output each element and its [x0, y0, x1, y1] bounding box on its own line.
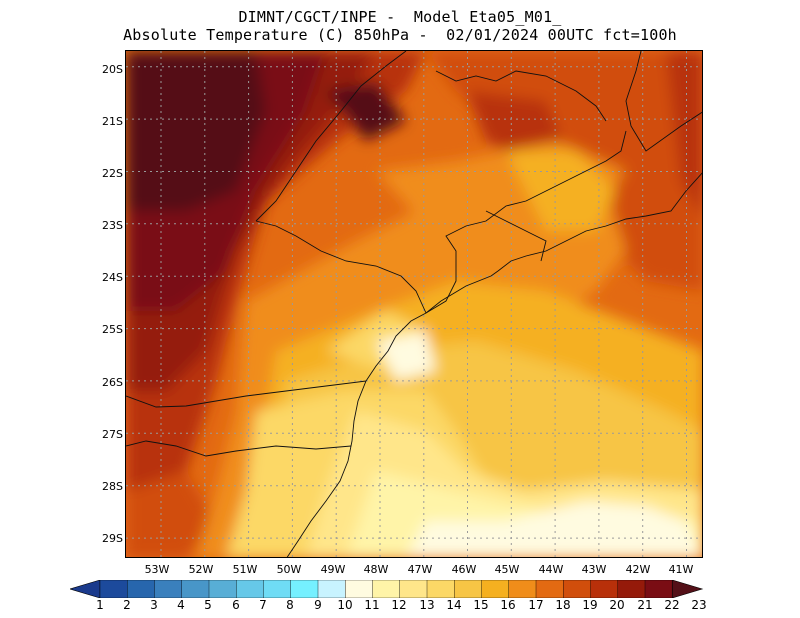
lon-label-52w: 52W: [188, 563, 214, 576]
colorbar-swatch-4: [181, 580, 210, 598]
colorbar-arrow-low: [70, 580, 101, 598]
border-mg-es: [625, 51, 702, 152]
colorbar-label-23: 23: [691, 598, 707, 612]
colorbar-label-16: 16: [500, 598, 516, 612]
temp-zone-19-southwest: [126, 471, 216, 557]
graticule: [126, 51, 702, 557]
lat-label-22s: 22S: [102, 167, 123, 180]
temp-zone-19-north: [426, 51, 596, 141]
colorbar-label-19: 19: [582, 598, 598, 612]
colorbar-swatch-18: [563, 580, 591, 598]
temp-zone-20-east: [666, 51, 702, 218]
colorbar-swatch-15: [481, 580, 510, 598]
colorbar-swatch-14: [454, 580, 482, 598]
colorbar-swatch-17: [535, 580, 564, 598]
river-grande: [435, 70, 607, 122]
lon-label-51w: 51W: [232, 563, 258, 576]
colorbar-swatch-9: [317, 580, 346, 598]
lon-label-41w: 41W: [668, 563, 694, 576]
lon-label-45w: 45W: [494, 563, 520, 576]
colorbar-label-20: 20: [609, 598, 625, 612]
lat-label-21s: 21S: [102, 115, 123, 128]
colorbar-swatch-11: [372, 580, 401, 598]
lat-label-24s: 24S: [102, 271, 123, 284]
colorbar-label-18: 18: [555, 598, 571, 612]
coastline-borders: [126, 51, 702, 557]
colorbar-label-4: 4: [177, 598, 185, 612]
lat-label-23s: 23S: [102, 219, 123, 232]
colorbar-label-6: 6: [232, 598, 240, 612]
colorbar-label-11: 11: [364, 598, 380, 612]
coastline-rj-sp: [490, 172, 702, 277]
colorbar-swatch-1: [99, 580, 128, 598]
colorbar-label-22: 22: [664, 598, 680, 612]
colorbar-swatch-12: [399, 580, 428, 598]
colorbar-swatch-19: [590, 580, 619, 598]
colorbar-label-5: 5: [204, 598, 212, 612]
colorbar-swatch-6: [236, 580, 264, 598]
colorbar-swatch-20: [617, 580, 646, 598]
lon-label-53w: 53W: [144, 563, 170, 576]
lat-label-25s: 25S: [102, 323, 123, 336]
lon-label-44w: 44W: [538, 563, 564, 576]
colorbar-swatch-21: [644, 580, 673, 598]
temperature-field: [126, 51, 702, 557]
lon-label-47w: 47W: [407, 563, 433, 576]
colorbar-label-12: 12: [391, 598, 407, 612]
colorbar-swatch-5: [208, 580, 237, 598]
border-sp-pr: [255, 220, 427, 314]
colorbar-label-9: 9: [314, 598, 322, 612]
colorbar-swatch-7: [263, 580, 292, 598]
lat-label-26s: 26S: [102, 376, 123, 389]
lat-label-28s: 28S: [102, 480, 123, 493]
colorbar-label-15: 15: [473, 598, 489, 612]
colorbar-arrow-high: [671, 580, 704, 598]
temp-zone-20-north: [466, 91, 566, 161]
lon-label-50w: 50W: [276, 563, 302, 576]
colorbar-swatch-3: [154, 580, 183, 598]
coastline-sp-pr: [365, 275, 492, 382]
colorbar-label-21: 21: [637, 598, 653, 612]
lat-label-27s: 27S: [102, 428, 123, 441]
lon-label-49w: 49W: [320, 563, 346, 576]
border-sc-pr: [126, 380, 367, 408]
colorbar-label-3: 3: [150, 598, 158, 612]
border-rs-sc: [126, 440, 352, 457]
lon-label-46w: 46W: [451, 563, 477, 576]
lon-label-43w: 43W: [581, 563, 607, 576]
border-ms-sp: [255, 51, 407, 222]
colorbar-label-8: 8: [286, 598, 294, 612]
map-title-line1: DIMNT/CGCT/INPE - Model Eta05_M01_: [238, 8, 562, 26]
lat-label-29s: 29S: [102, 532, 123, 545]
colorbar-swatch-8: [290, 580, 319, 598]
border-sp-mg: [425, 130, 627, 314]
temperature-colorbar: [70, 580, 704, 598]
lat-label-20s: 20S: [102, 63, 123, 76]
lon-label-48w: 48W: [363, 563, 389, 576]
lon-label-42w: 42W: [625, 563, 651, 576]
temp-zone-11: [407, 501, 702, 557]
colorbar-label-7: 7: [259, 598, 267, 612]
map-title-line2: Absolute Temperature (C) 850hPa - 02/01/…: [123, 26, 677, 44]
colorbar-label-1: 1: [96, 598, 104, 612]
colorbar-swatch-10: [345, 580, 373, 598]
colorbar-label-10: 10: [337, 598, 353, 612]
colorbar-label-2: 2: [123, 598, 131, 612]
colorbar-swatch-2: [127, 580, 155, 598]
colorbar-label-17: 17: [528, 598, 544, 612]
colorbar-label-14: 14: [446, 598, 462, 612]
colorbar-swatch-16: [508, 580, 537, 598]
border-rj: [485, 210, 547, 262]
temp-zone-23-north: [326, 81, 406, 141]
colorbar-label-13: 13: [419, 598, 435, 612]
colorbar-swatch-13: [426, 580, 455, 598]
temperature-map: [125, 50, 703, 558]
temp-zone-11-patch: [376, 331, 436, 381]
coastline-sc-rs: [286, 380, 367, 557]
